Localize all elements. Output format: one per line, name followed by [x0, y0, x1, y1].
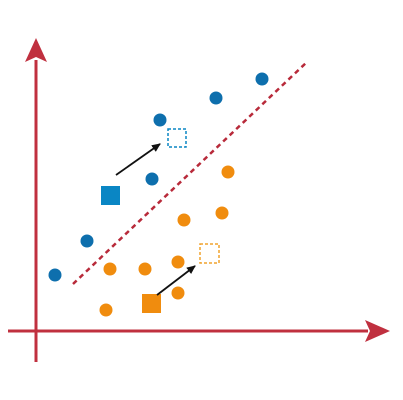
decision-boundary-line [72, 60, 309, 285]
x-axis-arrowhead [365, 320, 390, 342]
blue-point [209, 91, 223, 105]
y-axis-arrowhead [25, 38, 47, 62]
orange-point [177, 213, 191, 227]
blue-shift-arrow [115, 143, 161, 176]
blue-point [80, 234, 94, 248]
orange-class-points [99, 165, 235, 317]
blue-point [255, 72, 269, 86]
blue-point [153, 113, 167, 127]
orange-point [103, 262, 117, 276]
blue-class-points [48, 72, 269, 282]
orange-point [171, 286, 185, 300]
x-axis [8, 320, 390, 342]
orange-shifted-dashed-square [199, 243, 220, 264]
blue-original-square [101, 186, 120, 205]
blue-shifted-dashed-square [167, 128, 187, 148]
blue-point [145, 172, 159, 186]
orange-shift-arrow [156, 265, 196, 296]
orange-original-square [142, 294, 161, 313]
orange-point [215, 206, 229, 220]
blue-point [48, 268, 62, 282]
orange-point [138, 262, 152, 276]
y-axis [25, 38, 47, 362]
orange-point [99, 303, 113, 317]
orange-point [221, 165, 235, 179]
orange-point [171, 255, 185, 269]
